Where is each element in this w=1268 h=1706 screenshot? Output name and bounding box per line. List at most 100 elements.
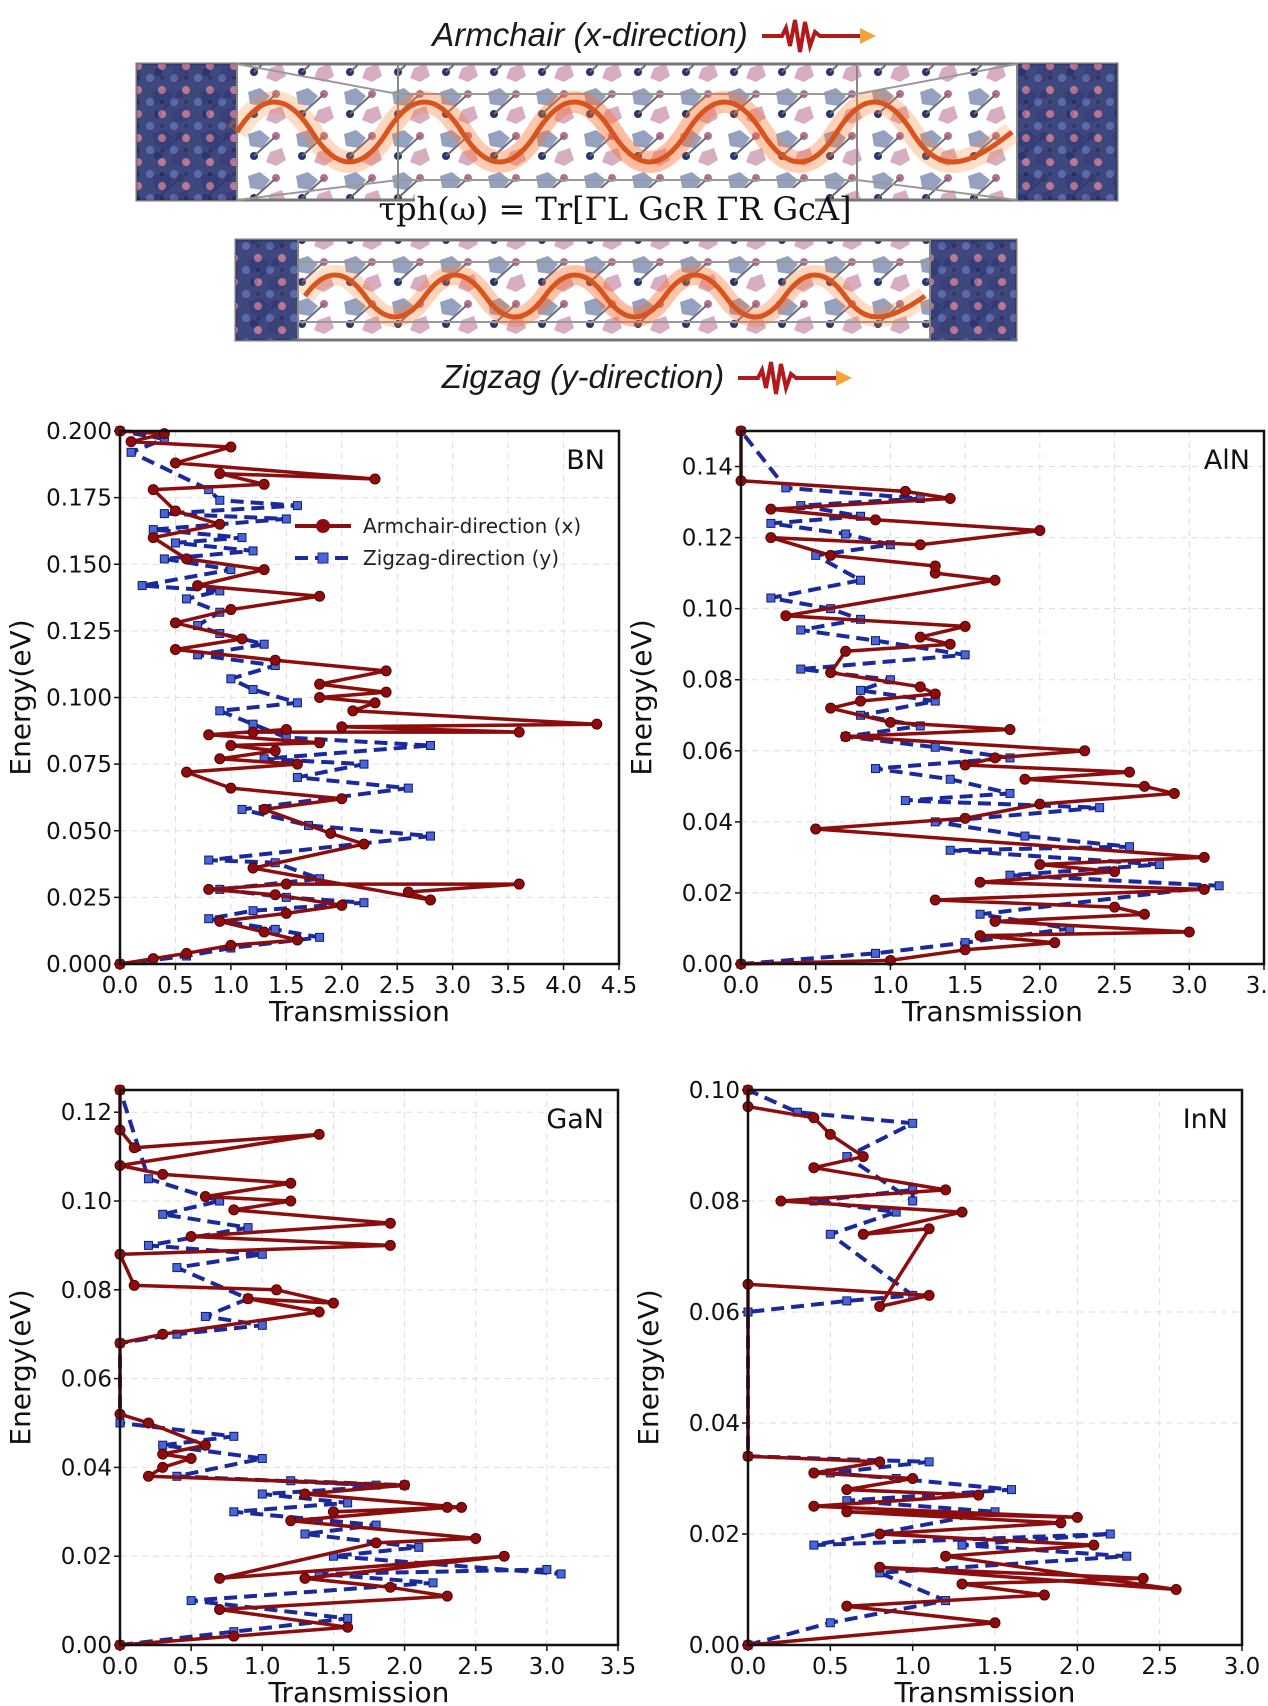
zigzag-point bbox=[243, 1223, 253, 1233]
zigzag-supercell bbox=[234, 238, 1018, 342]
x-tick-label: 2.5 bbox=[1096, 973, 1133, 999]
zigzag-point bbox=[809, 1540, 819, 1550]
armchair-point bbox=[1055, 1517, 1067, 1529]
armchair-point bbox=[247, 862, 259, 874]
chart-panel-inn: 0.0 0.5 1.0 1.5 2.0 2.5 3.0 0.00 0.02 0.04 0.06 0.0… bbox=[632, 1078, 1260, 1706]
armchair-point bbox=[380, 686, 392, 698]
armchair-point bbox=[825, 702, 837, 714]
y-tick-label: 0.200 bbox=[46, 419, 112, 445]
armchair-point bbox=[874, 1561, 886, 1573]
zigzag-point bbox=[215, 706, 225, 716]
zigzag-point bbox=[796, 625, 806, 635]
zigzag-point bbox=[248, 685, 258, 695]
armchair-point bbox=[929, 560, 941, 572]
armchair-point bbox=[269, 745, 281, 757]
zigzag-point bbox=[825, 1229, 835, 1239]
y-tick-label: 0.02 bbox=[61, 1544, 112, 1570]
zigzag-point bbox=[975, 909, 985, 919]
x-tick-label: 2.0 bbox=[1059, 1654, 1096, 1680]
armchair-point bbox=[907, 1473, 919, 1484]
armchair-point bbox=[1109, 901, 1121, 913]
armchair-point bbox=[944, 638, 956, 650]
zigzag-point bbox=[170, 538, 180, 548]
zigzag-point bbox=[1125, 842, 1135, 852]
armchair-point bbox=[1138, 780, 1150, 792]
armchair-point bbox=[884, 716, 896, 728]
armchair-point bbox=[1071, 1511, 1083, 1523]
x-tick-label: 3.5 bbox=[1246, 973, 1268, 999]
y-tick-label: 0.100 bbox=[46, 686, 112, 712]
armchair-point bbox=[291, 934, 303, 946]
x-tick-label: 0.0 bbox=[730, 1654, 767, 1680]
zigzag-point bbox=[542, 1565, 552, 1575]
zigzag-point bbox=[556, 1569, 566, 1579]
armchair-point bbox=[214, 1572, 226, 1584]
armchair-point bbox=[225, 939, 237, 951]
y-tick-label: 0.075 bbox=[46, 752, 112, 778]
armchair-supercell bbox=[135, 62, 1119, 202]
armchair-point bbox=[1137, 1572, 1149, 1584]
armchair-point bbox=[591, 718, 603, 730]
zigzag-point bbox=[158, 1440, 168, 1450]
armchair-point bbox=[959, 759, 971, 771]
zigzag-point bbox=[1122, 1551, 1132, 1561]
armchair-point bbox=[225, 782, 237, 794]
armchair-series-line bbox=[119, 429, 599, 966]
zigzag-point bbox=[870, 948, 880, 958]
armchair-point bbox=[169, 644, 181, 656]
zigzag-point bbox=[856, 685, 866, 695]
transmission-formula: τph(ω) = Tr[ΓL GcR ΓR GcA] bbox=[378, 190, 851, 228]
legend-zigzag-label: Zigzag-direction (y) bbox=[363, 546, 559, 570]
armchair-point bbox=[1183, 926, 1195, 938]
armchair-point bbox=[989, 1617, 1001, 1629]
zigzag-point bbox=[137, 581, 147, 591]
armchair-point bbox=[1124, 766, 1136, 778]
x-tick-label: 2.0 bbox=[1022, 973, 1059, 999]
zigzag-point bbox=[908, 1196, 918, 1206]
zigzag-point bbox=[200, 1311, 210, 1321]
chart-panel-bn: 0.0 0.5 1.0 1.5 2.0 2.5 3.0 3.5 4.0 4.5 0.000 0.025… bbox=[4, 419, 637, 1028]
zigzag-point bbox=[945, 845, 955, 855]
y-tick-label: 0.00 bbox=[682, 952, 733, 978]
armchair-point bbox=[441, 1501, 453, 1513]
armchair-point bbox=[989, 915, 1001, 927]
zigzag-point bbox=[143, 1174, 153, 1184]
y-tick-label: 0.10 bbox=[682, 597, 733, 623]
armchair-point bbox=[225, 739, 237, 751]
zigzag-point bbox=[204, 914, 214, 924]
plot-frame bbox=[118, 429, 621, 966]
y-tick-label: 0.04 bbox=[61, 1455, 112, 1481]
x-tick-label: 0.0 bbox=[102, 1654, 139, 1680]
armchair-point bbox=[1198, 883, 1210, 895]
y-tick-label: 0.08 bbox=[61, 1278, 112, 1304]
armchair-point bbox=[242, 1293, 254, 1305]
armchair-point bbox=[959, 944, 971, 956]
armchair-point bbox=[841, 1484, 853, 1496]
armchair-point bbox=[765, 532, 777, 544]
zigzag-series-line bbox=[119, 429, 433, 966]
armchair-point bbox=[498, 1550, 510, 1562]
zigzag-point bbox=[186, 1596, 196, 1606]
armchair-point bbox=[1198, 851, 1210, 863]
armchair-point bbox=[808, 1112, 820, 1124]
armchair-point bbox=[989, 574, 1001, 586]
armchair-point bbox=[1109, 866, 1121, 878]
armchair-point bbox=[285, 1177, 297, 1189]
armchair-point bbox=[299, 1488, 311, 1500]
armchair-point bbox=[1088, 1539, 1100, 1551]
armchair-point bbox=[181, 947, 193, 959]
armchair-point bbox=[203, 883, 215, 895]
y-tick-label: 0.06 bbox=[682, 739, 733, 765]
armchair-point bbox=[157, 1328, 169, 1340]
zigzag-point bbox=[182, 594, 192, 604]
zigzag-point bbox=[158, 1209, 168, 1219]
armchair-point bbox=[470, 1532, 482, 1544]
armchair-point bbox=[808, 1162, 820, 1174]
zigzag-point bbox=[237, 533, 247, 543]
chart-panel-aln: 0.0 0.5 1.0 1.5 2.0 2.5 3.0 3.5 0.00 0.02 0.04 0.06… bbox=[625, 425, 1268, 1028]
armchair-point bbox=[1034, 798, 1046, 810]
armchair-point bbox=[1138, 908, 1150, 920]
x-tick-label: 1.0 bbox=[213, 973, 250, 999]
y-axis-label: Energy(eV) bbox=[4, 619, 37, 775]
schematic-illustration: Armchair (x-direction) τph(ω) = Tr[ΓL Gc… bbox=[135, 16, 1119, 396]
